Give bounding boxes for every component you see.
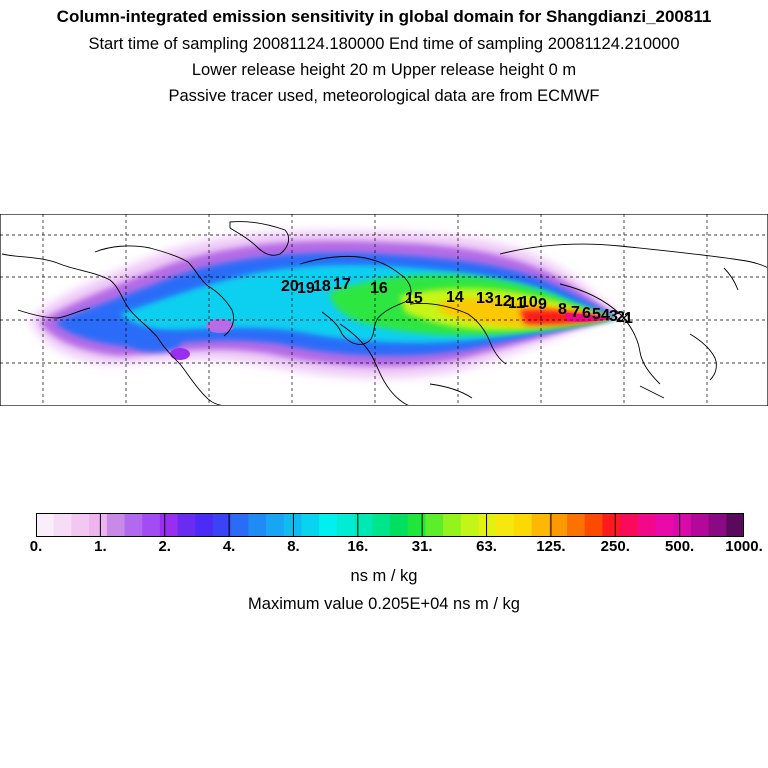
plot-title: Column-integrated emission sensitivity i…: [56, 7, 712, 26]
day-label: 15: [405, 290, 423, 307]
colorbar-cell: [230, 513, 249, 537]
release-site-marker: [619, 313, 629, 323]
release-height-line: Lower release height 20 m Upper release …: [191, 61, 577, 79]
colorbar-cell: [124, 513, 143, 537]
colorbar-cell: [567, 513, 586, 537]
colorbar-cell: [726, 513, 744, 537]
colorbar-cell: [708, 513, 727, 537]
sensitivity-plume: [30, 231, 620, 378]
colorbar-cell: [496, 513, 515, 537]
colorbar-cell: [354, 513, 373, 537]
colorbar-cell: [142, 513, 161, 537]
colorbar-cell: [673, 513, 692, 537]
day-label: 20: [281, 278, 299, 295]
colorbar-cell: [71, 513, 90, 537]
colorbar-cell: [36, 513, 55, 537]
colorbar-tick-label: 250.: [600, 538, 630, 555]
colorbar-tick-label: 31.: [411, 538, 433, 555]
colorbar-cell: [460, 513, 480, 537]
colorbar-cell: [106, 513, 126, 537]
day-label: 11: [508, 295, 525, 312]
colorbar-cell: [443, 513, 462, 537]
colorbar-unit-label: ns m / kg: [350, 567, 418, 585]
colorbar-tick-label: 0.: [29, 538, 43, 555]
colorbar-cell: [425, 513, 444, 537]
graticule: [0, 214, 768, 406]
day-label: 2: [616, 309, 625, 326]
colorbar-cell: [513, 513, 533, 537]
day-label: 7: [571, 304, 580, 321]
colorbar-tick-label: 1000.: [725, 538, 763, 555]
colorbar-cell: [53, 513, 72, 537]
day-label: 14: [446, 289, 464, 306]
colorbar-cell: [478, 513, 497, 537]
day-label: 13: [476, 290, 494, 307]
colorbar-cell: [602, 513, 621, 537]
colorbar-cell: [407, 513, 426, 537]
colorbar-cell: [319, 513, 338, 537]
colorbar-tick-label: 16.: [347, 538, 369, 555]
colorbar-cell: [213, 513, 232, 537]
colorbar-tick-label: 500.: [665, 538, 695, 555]
day-label: 4: [601, 307, 610, 324]
colorbar-cell: [584, 513, 603, 537]
colorbar-cell: [195, 513, 214, 537]
colorbar-cell: [531, 513, 550, 537]
colorbar-tick-label: 8.: [287, 538, 300, 555]
maximum-value-text: Maximum value 0.205E+04 ns m / kg: [248, 595, 520, 613]
colorbar-cell: [690, 513, 710, 537]
day-label: 1: [624, 310, 633, 327]
colorbar-cell: [248, 513, 267, 537]
colorbar-tick-label: 2.: [158, 538, 171, 555]
colorbar-cell: [620, 513, 639, 537]
day-label: 12: [494, 293, 512, 310]
day-label: 19: [297, 280, 315, 297]
colorbar-tick-label: 63.: [476, 538, 497, 555]
day-label: 9: [538, 296, 547, 313]
colorbar-tick-label: 1.: [94, 538, 107, 555]
colorbar-cell: [177, 513, 196, 537]
colorbar-cell: [390, 513, 409, 537]
colorbar-tick-label: 4.: [222, 538, 236, 555]
day-label: 5: [592, 306, 601, 323]
colorbar-cell: [283, 513, 303, 537]
colorbar-tick-label: 125.: [536, 538, 566, 555]
sampling-time-line: Start time of sampling 20081124.180000 E…: [88, 35, 680, 53]
colorbar-cell: [549, 513, 568, 537]
day-label: 17: [333, 276, 351, 293]
day-label: 6: [582, 305, 591, 322]
day-label: 10: [520, 294, 538, 311]
day-label: 3: [609, 308, 618, 325]
colorbar-cell: [372, 513, 391, 537]
day-label: 18: [313, 278, 331, 295]
coastlines: [1, 221, 767, 405]
colorbar-cell: [336, 513, 356, 537]
colorbar-cell: [655, 513, 674, 537]
day-label: 8: [558, 301, 567, 318]
tracer-info-line: Passive tracer used, meteorological data…: [168, 87, 600, 105]
colorbar-cell: [637, 513, 657, 537]
day-label: 16: [370, 280, 388, 297]
colorbar-cell: [89, 513, 108, 537]
colorbar-cell: [301, 513, 320, 537]
colorbar: [36, 513, 744, 537]
colorbar-cell: [159, 513, 179, 537]
colorbar-cell: [266, 513, 285, 537]
